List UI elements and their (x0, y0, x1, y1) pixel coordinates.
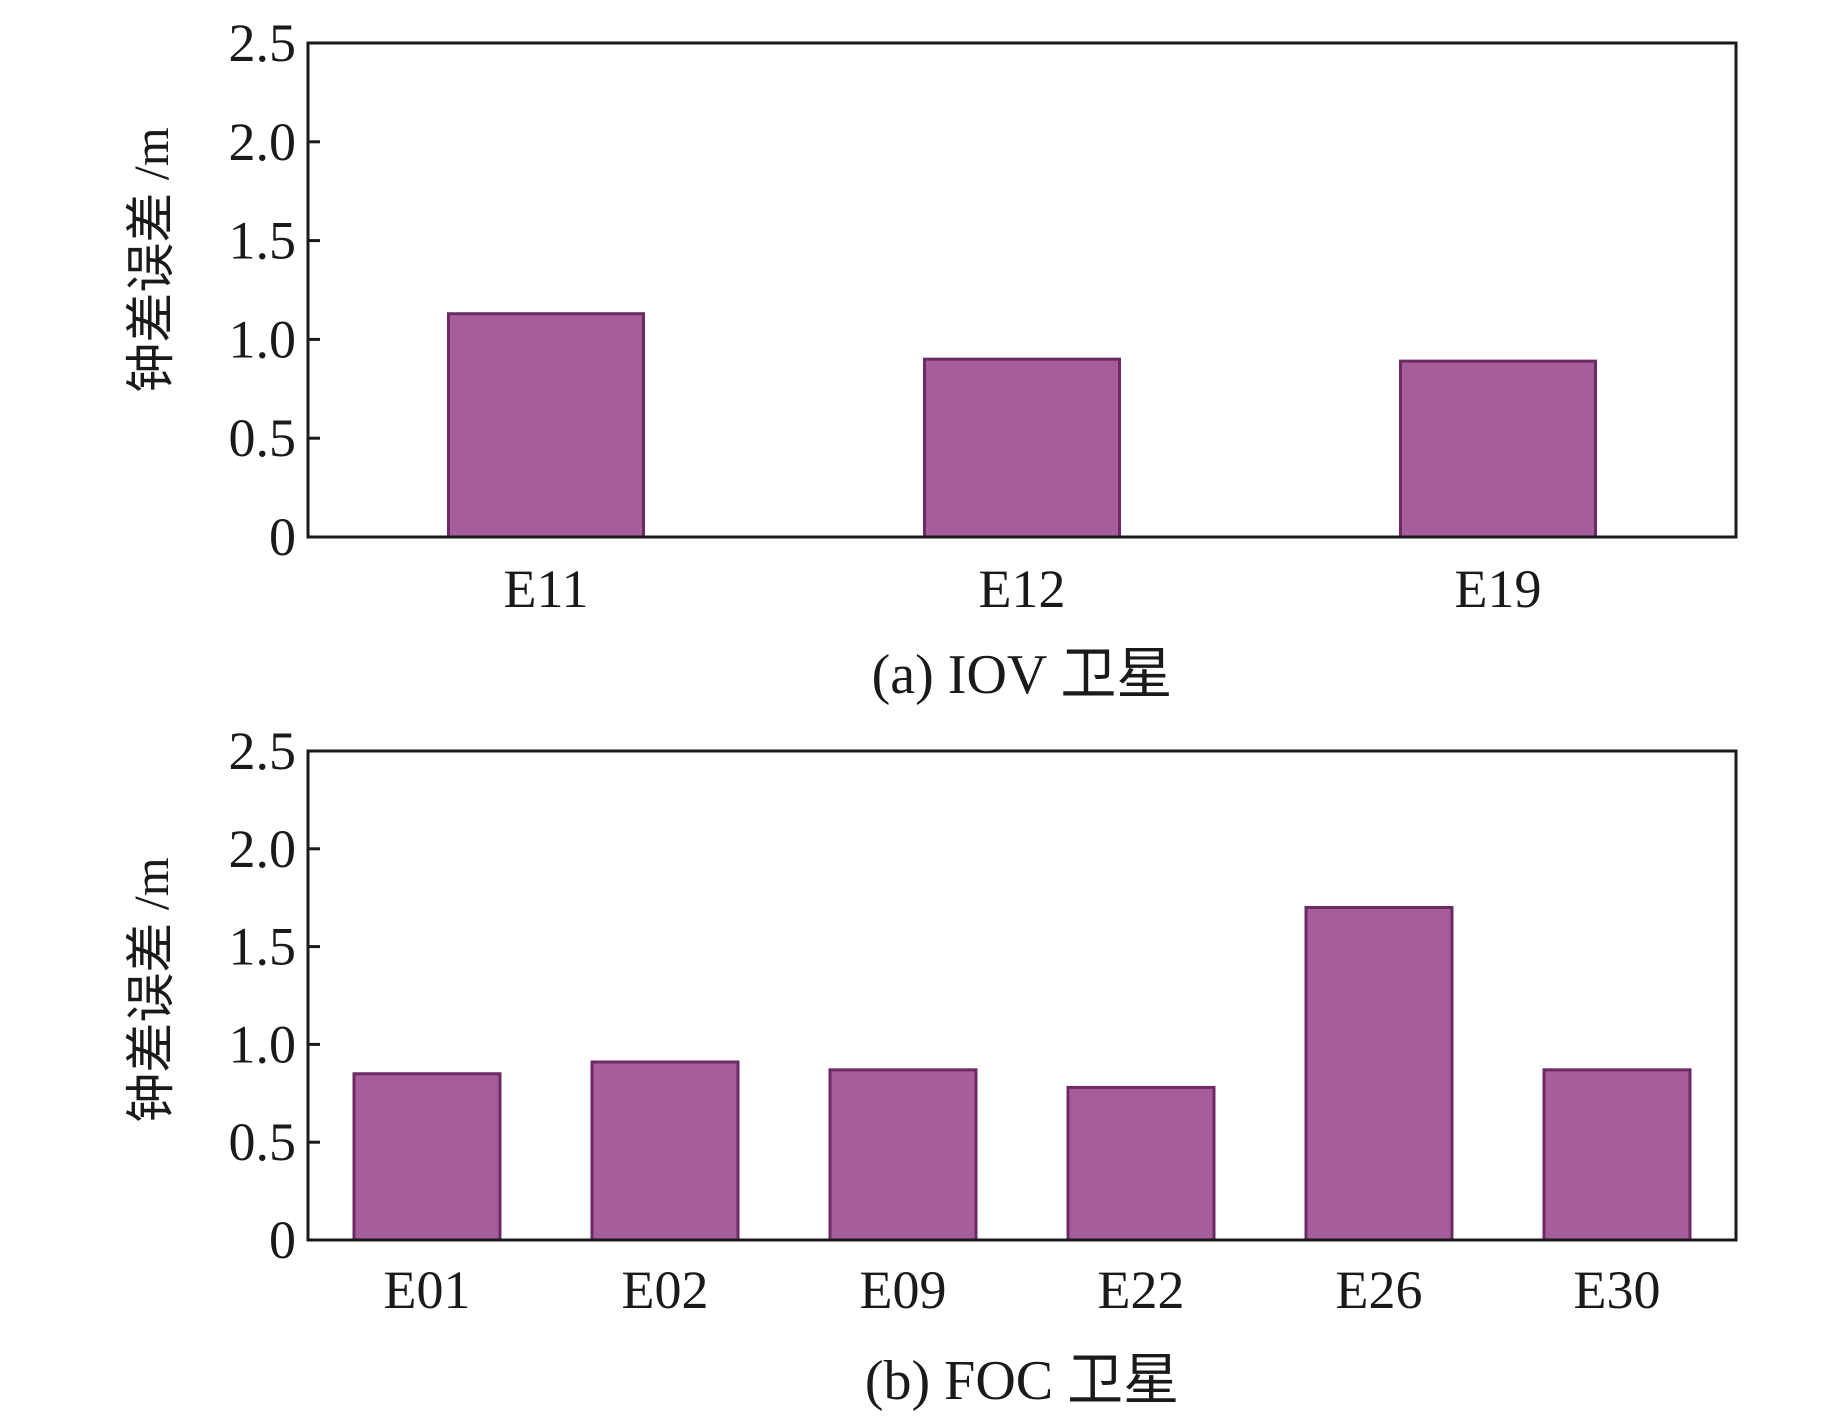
chart-caption: (b) FOC 卫星 (865, 1350, 1179, 1412)
bar-e02 (590, 1060, 740, 1242)
plot-frame (306, 41, 1738, 539)
bar-e12 (923, 357, 1121, 539)
y-tick-label: 0.5 (229, 1112, 297, 1172)
y-tick-label: 0 (269, 1210, 296, 1270)
bar-e19 (1399, 359, 1597, 539)
chart-panel-a: 0 0.5 1.0 1.5 2.0 2.5 E11 E12 E19 钟差误差 /m (a) I… (123, 13, 1738, 706)
x-axis-ticks: E11 E12 E19 (504, 559, 1542, 619)
bar-e22 (1066, 1085, 1216, 1242)
y-tick-label: 2.0 (229, 819, 297, 879)
x-tick-label: E26 (1336, 1260, 1423, 1320)
y-tick-label: 2.5 (229, 13, 297, 73)
plot-frame (306, 749, 1738, 1242)
y-tick-label: 2.0 (229, 112, 297, 172)
chart-caption: (a) IOV 卫星 (872, 644, 1173, 706)
bar-e11 (447, 312, 645, 539)
bar-e01 (352, 1072, 502, 1242)
bar-group (447, 312, 1597, 539)
y-tick-label: 0.5 (229, 408, 297, 468)
x-tick-label: E19 (1455, 559, 1542, 619)
chart-panel-b: 0 0.5 1.0 1.5 2.0 2.5 E01 E02 E09 E22 E26 E30 钟差误差… (123, 721, 1738, 1412)
x-tick-label: E12 (979, 559, 1066, 619)
bar-e30 (1542, 1068, 1692, 1242)
y-tick-label: 1.5 (229, 917, 297, 977)
x-tick-label: E11 (504, 559, 589, 619)
y-tick-label: 2.5 (229, 721, 297, 781)
x-tick-label: E22 (1098, 1260, 1185, 1320)
y-axis-ticks: 0 0.5 1.0 1.5 2.0 2.5 (229, 13, 320, 567)
bar-e09 (828, 1068, 978, 1242)
y-tick-label: 1.5 (229, 211, 297, 271)
y-tick-label: 1.0 (229, 309, 297, 369)
y-tick-label: 0 (269, 507, 296, 567)
y-tick-label: 1.0 (229, 1014, 297, 1074)
bar-group (352, 905, 1692, 1242)
x-tick-label: E02 (622, 1260, 709, 1320)
bar-e26 (1304, 905, 1454, 1242)
y-axis-ticks: 0 0.5 1.0 1.5 2.0 2.5 (229, 721, 320, 1270)
x-tick-label: E01 (384, 1260, 471, 1320)
y-axis-label: 钟差误差 /m (123, 127, 179, 392)
x-tick-label: E09 (860, 1260, 947, 1320)
x-axis-ticks: E01 E02 E09 E22 E26 E30 (384, 1260, 1661, 1320)
x-tick-label: E30 (1574, 1260, 1661, 1320)
y-axis-label: 钟差误差 /m (123, 857, 179, 1122)
